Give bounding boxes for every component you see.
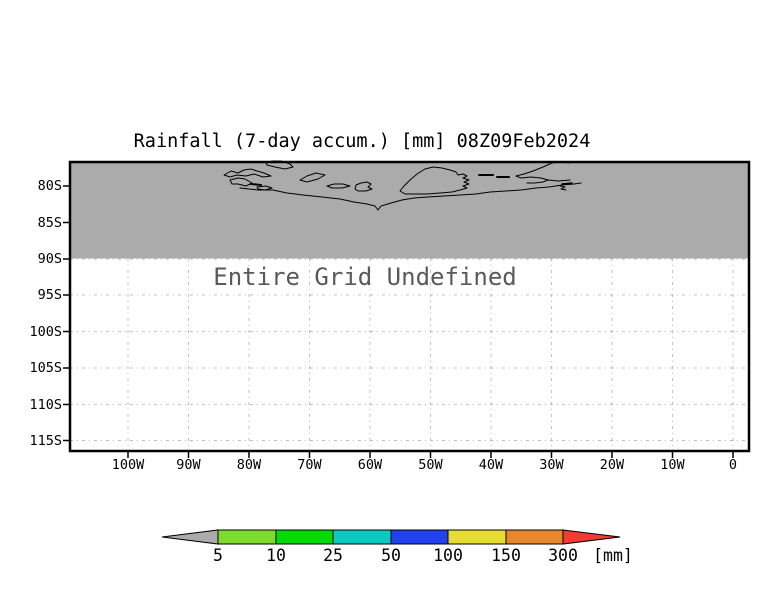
coastline-island (223, 168, 272, 178)
coastline-island (399, 166, 470, 195)
coastline-island (559, 185, 567, 191)
colorbar-below-arrow (161, 529, 219, 545)
coastline-main (239, 182, 582, 211)
coastline-island (299, 172, 326, 183)
colorbar-above-arrow (562, 529, 621, 545)
colorbar (161, 529, 621, 545)
lon-tick-label: 80W (236, 457, 262, 473)
undefined-region (71, 163, 748, 259)
colorbar-unit-label: [mm] (593, 546, 633, 565)
lat-tick-label: 95S (37, 287, 62, 303)
colorbar-segment (332, 529, 392, 545)
colorbar-tick-label: 25 (323, 546, 343, 565)
coastline-island (326, 183, 351, 189)
chart-title: Rainfall (7-day accum.) [mm] 08Z09Feb202… (133, 131, 591, 152)
coastline-island (478, 174, 510, 178)
lon-tick-label: 10W (660, 457, 685, 473)
lon-tick-label: 70W (297, 457, 322, 473)
colorbar-tick-label: 10 (266, 546, 286, 565)
coastline-island (561, 182, 573, 185)
coastline-island (354, 181, 373, 192)
colorbar-segment (217, 529, 277, 545)
coastline-island (229, 177, 253, 187)
colorbar-segment (275, 529, 334, 545)
lat-tick-label: 80S (37, 178, 62, 194)
coastline-island (515, 161, 571, 184)
colorbar-tick-label: 100 (433, 546, 463, 565)
undefined-message: Entire Grid Undefined (213, 263, 517, 291)
lon-tick-label: 50W (418, 457, 443, 473)
coastline-island (547, 179, 571, 182)
colorbar-segment (505, 529, 564, 545)
colorbar-tick-label: 300 (548, 546, 578, 565)
lon-tick-label: 90W (176, 457, 201, 473)
coastline-island (250, 183, 262, 186)
axis-ticks (63, 185, 734, 458)
colorbar-tick-label: 50 (381, 546, 401, 565)
lat-tick-label: 100S (29, 323, 62, 340)
lon-tick-label: 100W (111, 457, 145, 473)
lat-tick-label: 90S (37, 251, 62, 267)
colorbar-segment (447, 529, 507, 545)
colorbar-tick-label: 150 (491, 546, 521, 565)
lon-tick-label: 20W (599, 457, 625, 473)
coastline-island (256, 185, 273, 191)
colorbar-tick-label: 5 (213, 546, 223, 565)
lon-tick-label: 0 (728, 457, 738, 473)
coastline (223, 160, 582, 211)
lat-tick-label: 85S (37, 214, 62, 231)
lon-tick-label: 40W (478, 457, 504, 473)
lat-tick-label: 115S (29, 432, 62, 449)
lon-tick-label: 30W (539, 457, 564, 473)
plot-frame (68, 160, 751, 453)
colorbar-segment (390, 529, 449, 545)
lon-tick-label: 60W (357, 457, 383, 473)
lat-tick-label: 105S (29, 360, 62, 376)
lat-tick-label: 110S (29, 396, 62, 413)
